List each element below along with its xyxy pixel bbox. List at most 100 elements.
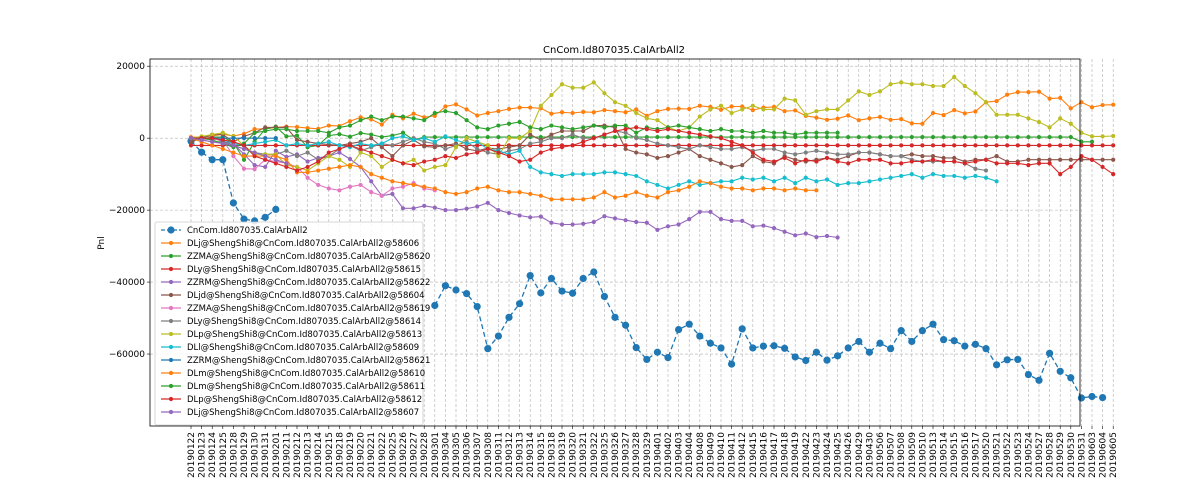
x-tick-label: 20190314 (526, 432, 536, 478)
data-point (644, 179, 649, 184)
data-point (231, 139, 236, 144)
data-point (240, 215, 248, 223)
data-point (814, 130, 819, 135)
data-point (920, 82, 925, 87)
data-point (369, 143, 374, 148)
data-point (526, 272, 534, 280)
data-point (738, 325, 746, 333)
data-point (570, 143, 575, 148)
legend-label: DLm@ShengShi8@CnCom.Id807035.CalArbAll2@… (187, 369, 425, 379)
x-tick-label: 20190305 (452, 432, 462, 478)
data-point (475, 113, 480, 118)
data-point (867, 116, 872, 121)
x-tick-label: 20190603 (1088, 432, 1098, 478)
chart-title: CnCom.Id807035.CalArbAll2 (543, 45, 685, 56)
data-point (485, 200, 490, 206)
data-point (284, 164, 289, 170)
data-point (570, 222, 575, 227)
data-point (993, 361, 1001, 369)
data-point (1026, 116, 1031, 121)
data-point (559, 110, 565, 115)
data-point (538, 139, 543, 144)
data-point (443, 190, 448, 195)
data-point (505, 313, 513, 321)
data-point (188, 139, 194, 144)
legend-swatch-marker (168, 370, 174, 376)
data-point (655, 134, 660, 140)
data-point (538, 103, 543, 108)
data-point (665, 143, 671, 148)
data-point (920, 143, 925, 148)
data-point (994, 143, 999, 148)
data-point (824, 134, 830, 140)
data-point (475, 143, 480, 148)
x-tick-label: 20190521 (993, 432, 1003, 478)
data-point (697, 103, 702, 108)
data-point (347, 184, 353, 189)
data-point (464, 146, 469, 152)
data-point (591, 172, 596, 177)
data-point (1036, 161, 1042, 166)
data-point (1068, 157, 1073, 162)
data-point (411, 116, 416, 121)
data-point (856, 181, 861, 186)
data-point (581, 85, 586, 90)
data-point (452, 286, 460, 294)
data-point (538, 143, 543, 148)
data-point (210, 143, 215, 148)
data-point (941, 83, 946, 89)
data-point (930, 110, 936, 116)
data-point (475, 134, 480, 140)
data-point (793, 186, 798, 191)
data-point (729, 164, 734, 170)
data-point (379, 164, 384, 170)
data-point (750, 177, 755, 182)
data-point (909, 152, 914, 157)
data-point (231, 150, 236, 155)
data-point (263, 154, 268, 159)
data-point (602, 170, 607, 175)
data-point (379, 175, 384, 180)
data-point (549, 197, 554, 202)
data-point (581, 197, 586, 202)
data-point (475, 150, 480, 155)
data-point (655, 227, 660, 233)
data-point (590, 268, 598, 276)
legend-swatch-marker (168, 240, 174, 246)
data-point (602, 107, 607, 113)
data-point (665, 190, 671, 195)
x-tick-label: 20190221 (367, 432, 377, 478)
data-point (697, 154, 702, 159)
x-tick-label: 20190124 (208, 432, 218, 478)
data-point (1036, 143, 1042, 148)
y-tick-label: 0 (139, 134, 145, 144)
data-point (899, 134, 904, 140)
data-point (962, 134, 967, 140)
data-point (379, 134, 384, 140)
x-tick-label: 20190430 (865, 432, 875, 478)
data-point (761, 107, 766, 112)
data-point (867, 150, 872, 155)
x-tick-label: 20190325 (600, 432, 610, 478)
data-point (877, 89, 883, 94)
data-point (400, 143, 406, 148)
data-point (538, 214, 543, 219)
data-point (961, 342, 969, 350)
data-point (761, 175, 766, 180)
data-point (443, 146, 448, 152)
data-point (941, 159, 946, 164)
data-point (612, 134, 618, 140)
data-point (623, 110, 628, 115)
data-point (729, 128, 734, 134)
data-point (1058, 143, 1063, 148)
data-point (612, 128, 618, 134)
data-point (294, 154, 300, 159)
data-point (263, 157, 268, 162)
data-point (241, 157, 247, 162)
data-point (1068, 106, 1073, 111)
data-point (634, 143, 639, 148)
data-point (241, 166, 247, 171)
legend-label: DLy@ShengShi8@CnCom.Id807035.CalArbAll2@… (187, 317, 421, 327)
x-tick-label: 20190520 (982, 432, 992, 478)
data-point (517, 143, 522, 148)
